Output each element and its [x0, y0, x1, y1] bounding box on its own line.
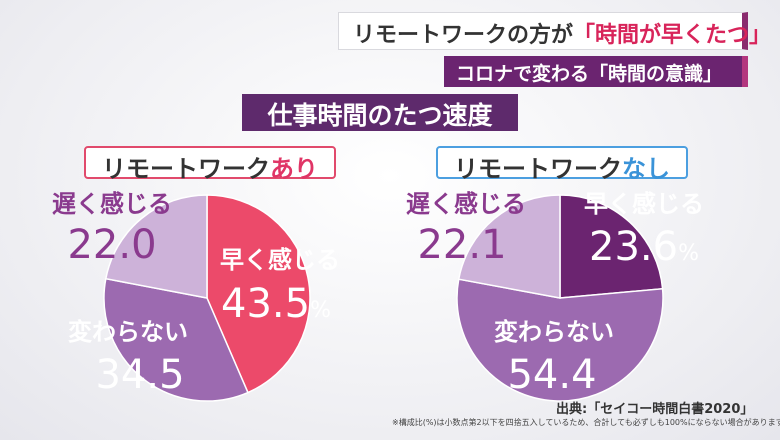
slice-value-slow: 22.1: [417, 222, 506, 268]
headline-accent: 「時間が早くたつ」: [573, 23, 772, 48]
source-citation: 出典:「セイコー時間白書2020」: [556, 402, 754, 417]
pie-slice-fast: [559, 194, 664, 299]
slice-value-unchanged: 54.4: [507, 352, 596, 398]
pie-slice-unchanged: [456, 278, 664, 402]
slice-value-unchanged: 34.5: [95, 352, 184, 398]
slice-value-unit: %: [678, 241, 699, 266]
section-title-banner: 仕事時間のたつ速度: [242, 94, 518, 131]
slice-label-fast: 早く感じる: [584, 190, 704, 218]
slice-value-unit: %: [310, 298, 331, 323]
slice-label-slow: 遅く感じる: [406, 190, 526, 218]
headline-prefix: リモートワークの方が: [353, 23, 574, 48]
pie-slice-slow: [457, 194, 561, 299]
headline: リモートワークの方が「時間が早くたつ」: [353, 17, 771, 49]
footnote: ※構成比(%)は小数点第2以下を四捨五入しているため、合計しても必ずしも100%…: [392, 418, 780, 427]
slice-label-unchanged: 変わらない: [68, 318, 188, 346]
pie-slice-unchanged: [103, 277, 249, 402]
slice-value-slow: 22.0: [67, 222, 156, 268]
section-title: 仕事時間のたつ速度: [267, 101, 493, 130]
slice-label-unchanged: 変わらない: [494, 318, 614, 346]
slice-label-slow: 遅く感じる: [52, 190, 172, 218]
slice-label-fast: 早く感じる: [220, 246, 340, 274]
chart-title-accent: あり: [270, 155, 318, 183]
pie-slice-slow: [104, 194, 208, 299]
chart-title-remote-yes: リモートワークあり: [84, 146, 336, 183]
slice-value-fast: 23.6%: [589, 224, 699, 270]
headline-banner: リモートワークの方が「時間が早くたつ」: [338, 12, 771, 50]
pie-slice-fast: [206, 194, 311, 394]
slice-value-fast: 43.5%: [221, 281, 331, 327]
chart-title-prefix: リモートワーク: [454, 155, 622, 183]
chart-title-accent: なし: [622, 155, 670, 183]
subheadline-banner: コロナで変わる「時間の意識」: [444, 56, 748, 87]
chart-title-prefix: リモートワーク: [102, 155, 270, 183]
subheadline: コロナで変わる「時間の意識」: [456, 63, 723, 85]
chart-title-remote-no: リモートワークなし: [436, 146, 688, 183]
